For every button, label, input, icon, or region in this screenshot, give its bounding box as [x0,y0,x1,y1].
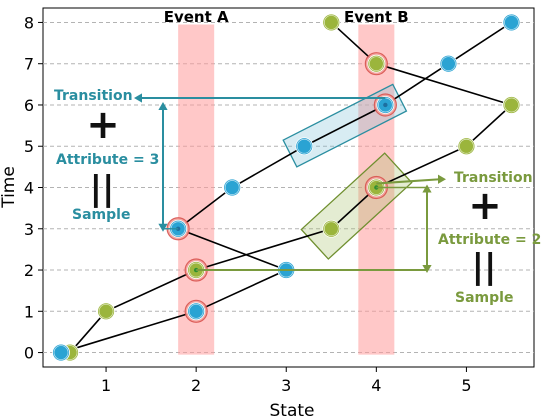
data-point-ring [441,56,456,72]
arrow-head [422,184,432,193]
y-tick-label: 7 [24,55,34,74]
data-point [187,302,206,321]
x-tick-label: 2 [191,376,201,395]
green-transition-label: Transition [454,170,533,186]
data-point-ring [504,97,519,113]
y-tick-label: 2 [24,261,34,280]
y-tick-label: 4 [24,179,34,198]
y-tick-label: 5 [24,137,34,156]
green-transition-arrow [376,178,441,185]
data-point-ring [53,345,69,360]
series-points [52,13,521,362]
data-point [439,54,458,73]
data-point [52,343,70,362]
sample-dot [383,102,388,108]
grid-lines [43,21,534,354]
data-point-ring [98,303,114,319]
data-point-ring [368,56,384,72]
data-point-ring [323,15,339,30]
data-point-ring [504,15,519,30]
green-attribute-label: Attribute = 2 [438,232,541,248]
blue-sample-label: Sample [72,207,130,223]
x-axis-label: State [270,401,315,420]
x-tick-label: 3 [281,376,291,395]
data-point [322,219,341,238]
data-point [457,137,476,156]
y-tick-label: 6 [24,96,34,115]
axis-ticks: 0 1 2 3 4 5 6 7 8 1 2 3 4 5 [24,13,472,395]
arrow-head [134,93,142,103]
y-axis-label: Time [0,166,19,209]
green-sample-label: Sample [455,290,513,306]
y-tick-label: 1 [24,302,34,321]
sample-dot [374,185,379,190]
x-tick-label: 1 [101,376,111,395]
blue-equals-sign: || [90,169,115,209]
y-tick-label: 3 [24,220,34,239]
x-tick-label: 5 [461,376,471,395]
blue-attribute-label: Attribute = 3 [56,152,159,168]
data-point [367,54,386,73]
green-equals-sign: || [472,247,497,287]
arrow-head [158,223,168,232]
y-tick-label: 8 [24,13,34,32]
data-point [502,96,521,114]
data-point [295,137,314,156]
data-point [223,178,242,197]
event-label: Event B [344,8,409,26]
green-plus-sign: + [468,183,502,229]
data-point-ring [296,138,312,154]
blue-transition-label: Transition [54,88,133,104]
data-point-ring [224,180,240,195]
arrow-head [158,101,168,110]
annotation-arrows [134,93,446,274]
data-point [502,13,521,32]
data-point [97,302,115,321]
arrow-head [438,174,446,184]
annotations: Transition + Attribute = 3 || Sample Tra… [54,88,541,306]
data-point [322,13,341,32]
data-point-ring [188,303,204,319]
blue-plus-sign: + [86,102,120,148]
data-point-ring [323,221,339,237]
x-tick-label: 4 [371,376,381,395]
data-point-ring [459,138,474,154]
event-label: Event A [164,8,229,26]
y-tick-label: 0 [24,344,34,363]
event-band [178,24,215,355]
